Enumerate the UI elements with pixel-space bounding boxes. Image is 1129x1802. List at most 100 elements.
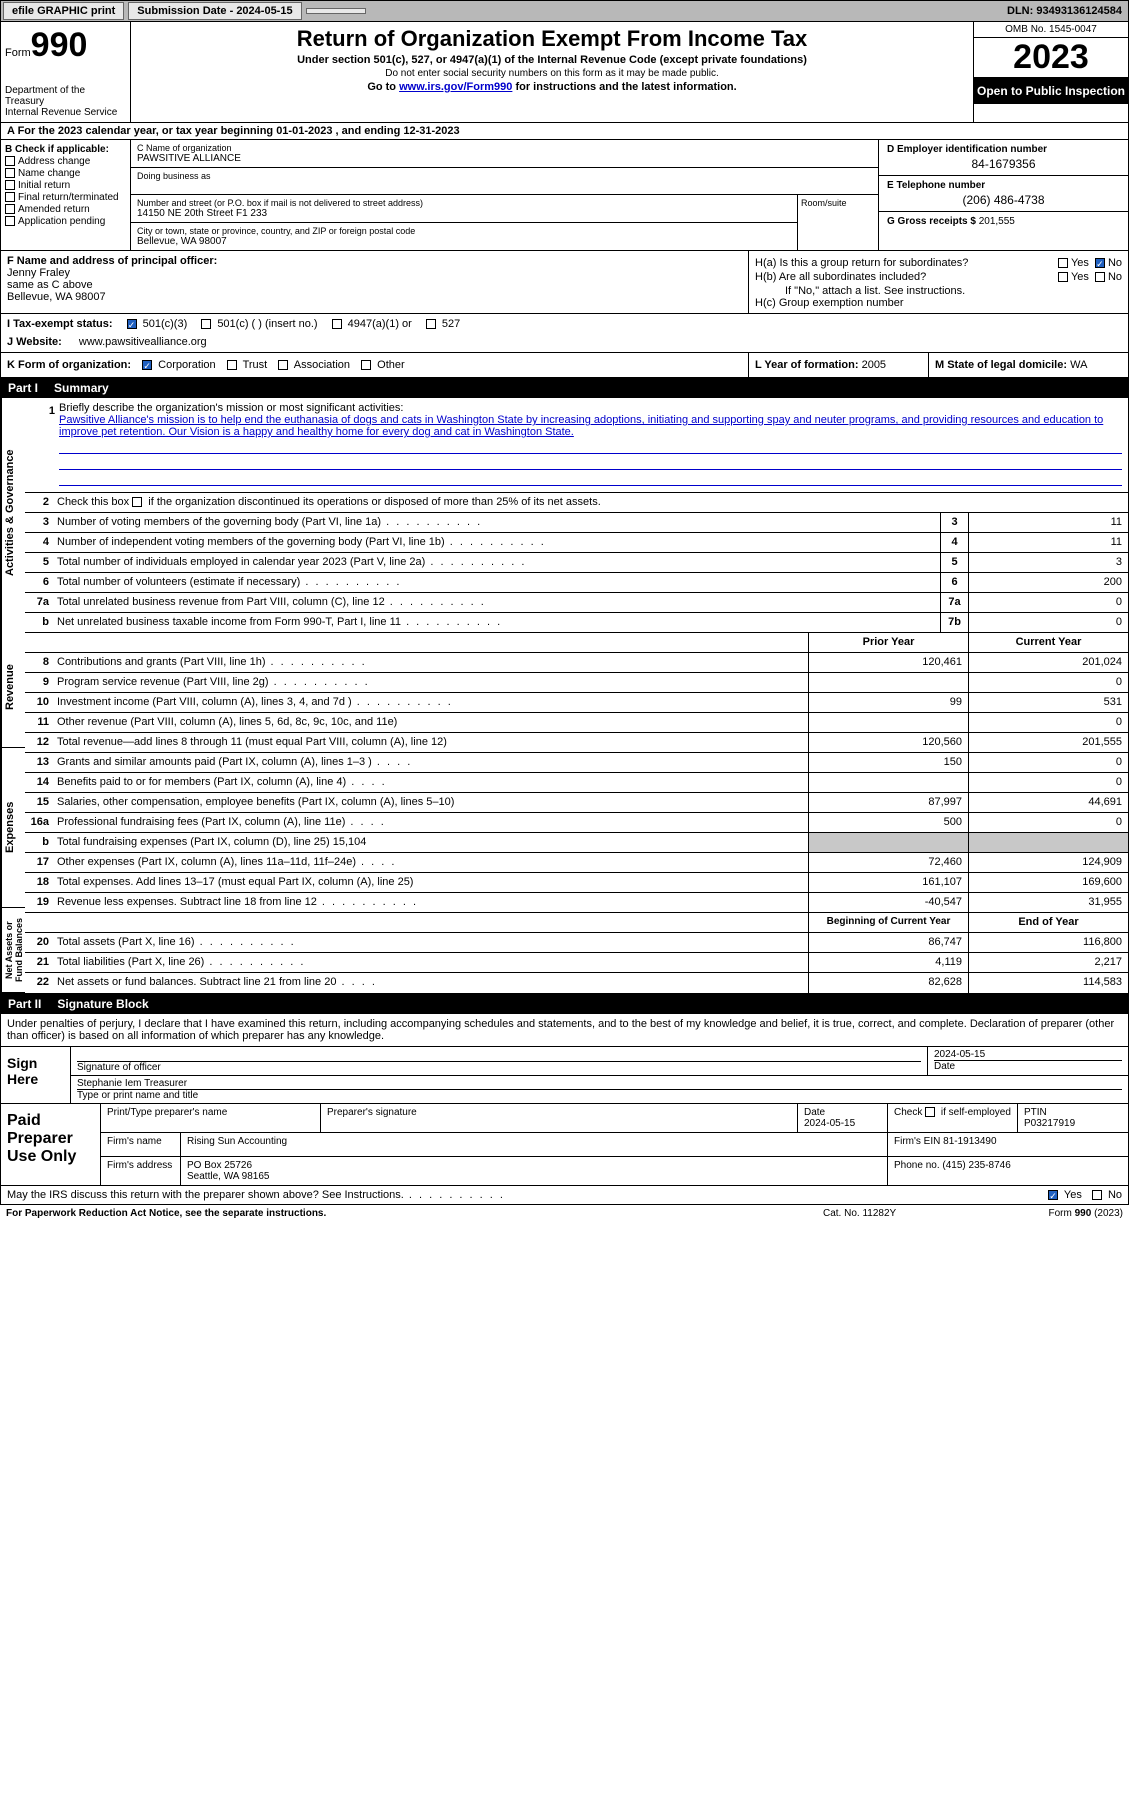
line14-current: 0	[968, 773, 1128, 792]
year-formation-label: L Year of formation:	[755, 359, 859, 371]
dept-treasury: Department of the Treasury	[5, 85, 126, 107]
firm-ein-val: 81-1913490	[943, 1136, 996, 1147]
subtitle-1: Under section 501(c), 527, or 4947(a)(1)…	[135, 54, 969, 66]
chk-name-change[interactable]	[5, 168, 15, 178]
line12-text: Total revenue—add lines 8 through 11 (mu…	[53, 733, 808, 752]
sig-date-val: 2024-05-15	[934, 1049, 1122, 1060]
line16a-text: Professional fundraising fees (Part IX, …	[53, 813, 808, 832]
chk-self-employed[interactable]	[925, 1107, 935, 1117]
chk-4947[interactable]	[332, 319, 342, 329]
line18-current: 169,600	[968, 873, 1128, 892]
principal-officer-label: F Name and address of principal officer:	[7, 255, 217, 267]
subtitle-3: Go to www.irs.gov/Form990 for instructio…	[135, 81, 969, 93]
line16a-current: 0	[968, 813, 1128, 832]
vtab-expenses: Expenses	[1, 748, 25, 908]
line18-prior: 161,107	[808, 873, 968, 892]
hb-no[interactable]	[1095, 272, 1105, 282]
dba-label: Doing business as	[137, 171, 872, 181]
chk-assoc[interactable]	[278, 360, 288, 370]
discuss-text: May the IRS discuss this return with the…	[7, 1189, 1048, 1201]
chk-501c[interactable]	[201, 319, 211, 329]
line6-text: Total number of volunteers (estimate if …	[53, 573, 940, 592]
firm-addr2: Seattle, WA 98165	[187, 1171, 881, 1182]
sig-name-val: Stephanie Iem Treasurer	[77, 1078, 1122, 1089]
website-value: www.pawsitivealliance.org	[79, 336, 207, 348]
form-title: Return of Organization Exempt From Incom…	[135, 26, 969, 52]
org-name-label: C Name of organization	[137, 143, 872, 153]
chk-discontinued[interactable]	[132, 497, 142, 507]
line8-text: Contributions and grants (Part VIII, lin…	[53, 653, 808, 672]
tax-status-label: I Tax-exempt status:	[7, 318, 113, 330]
discuss-no[interactable]	[1092, 1190, 1102, 1200]
phone-val: (415) 235-8746	[942, 1160, 1010, 1171]
prep-sig-label: Preparer's signature	[321, 1104, 798, 1132]
firm-addr-label: Firm's address	[101, 1157, 181, 1185]
part-2-header: Part II Signature Block	[0, 994, 1129, 1014]
firm-addr1: PO Box 25726	[187, 1160, 881, 1171]
footer-formno: Form 990 (2023)	[973, 1208, 1123, 1219]
line16a-prior: 500	[808, 813, 968, 832]
irs-label: Internal Revenue Service	[5, 107, 126, 118]
chk-other[interactable]	[361, 360, 371, 370]
irs-link[interactable]: www.irs.gov/Form990	[399, 81, 512, 93]
mission-text: Pawsitive Alliance's mission is to help …	[59, 414, 1122, 438]
open-public-badge: Open to Public Inspection	[974, 78, 1128, 104]
submission-button[interactable]: Submission Date - 2024-05-15	[128, 2, 301, 20]
chk-corp[interactable]	[142, 360, 152, 370]
footer-paperwork: For Paperwork Reduction Act Notice, see …	[6, 1208, 823, 1219]
line11-current: 0	[968, 713, 1128, 732]
line17-text: Other expenses (Part IX, column (A), lin…	[53, 853, 808, 872]
line5-text: Total number of individuals employed in …	[53, 553, 940, 572]
ptin-val: P03217919	[1024, 1118, 1075, 1129]
sig-name-label: Type or print name and title	[77, 1089, 1122, 1101]
chk-501c3[interactable]	[127, 319, 137, 329]
line7a-text: Total unrelated business revenue from Pa…	[53, 593, 940, 612]
form-number: 990	[31, 26, 88, 64]
line4-val: 11	[968, 533, 1128, 552]
ein-value: 84-1679356	[887, 157, 1120, 171]
line14-text: Benefits paid to or for members (Part IX…	[53, 773, 808, 792]
year-formation-val: 2005	[862, 359, 886, 371]
form-header: Form990 Department of the Treasury Inter…	[0, 22, 1129, 123]
chk-address-change[interactable]	[5, 156, 15, 166]
chk-amended[interactable]	[5, 204, 15, 214]
chk-527[interactable]	[426, 319, 436, 329]
ha-yes[interactable]	[1058, 258, 1068, 268]
line17-prior: 72,460	[808, 853, 968, 872]
hb-yes[interactable]	[1058, 272, 1068, 282]
discuss-yes[interactable]	[1048, 1190, 1058, 1200]
chk-final-return[interactable]	[5, 192, 15, 202]
room-suite: Room/suite	[798, 195, 878, 250]
line2-text: Check this box if the organization disco…	[53, 493, 1128, 512]
firm-ein-label: Firm's EIN	[894, 1136, 940, 1147]
chk-initial-return[interactable]	[5, 180, 15, 190]
ein-label: D Employer identification number	[887, 144, 1120, 155]
line20-prior: 86,747	[808, 933, 968, 952]
line10-prior: 99	[808, 693, 968, 712]
line13-prior: 150	[808, 753, 968, 772]
line7b-text: Net unrelated business taxable income fr…	[53, 613, 940, 632]
omb-number: OMB No. 1545-0047	[974, 22, 1128, 38]
gross-label: G Gross receipts $	[887, 216, 976, 227]
line20-current: 116,800	[968, 933, 1128, 952]
line13-text: Grants and similar amounts paid (Part IX…	[53, 753, 808, 772]
sig-officer-label: Signature of officer	[77, 1061, 921, 1073]
firm-name-label: Firm's name	[101, 1133, 181, 1156]
hb-note: If "No," attach a list. See instructions…	[755, 285, 1122, 297]
chk-trust[interactable]	[227, 360, 237, 370]
hc-label: H(c) Group exemption number	[755, 297, 1122, 309]
blank-button[interactable]	[306, 8, 366, 14]
current-year-header: Current Year	[968, 633, 1128, 652]
ha-no[interactable]	[1095, 258, 1105, 268]
chk-app-pending[interactable]	[5, 216, 15, 226]
prep-name-label: Print/Type preparer's name	[101, 1104, 321, 1132]
tel-value: (206) 486-4738	[887, 193, 1120, 207]
efile-button[interactable]: efile GRAPHIC print	[3, 2, 124, 20]
paid-preparer-label: Paid Preparer Use Only	[1, 1104, 101, 1185]
prep-date-val: 2024-05-15	[804, 1118, 855, 1129]
line12-current: 201,555	[968, 733, 1128, 752]
line11-text: Other revenue (Part VIII, column (A), li…	[53, 713, 808, 732]
line10-current: 531	[968, 693, 1128, 712]
line12-prior: 120,560	[808, 733, 968, 752]
vtab-activities: Activities & Governance	[1, 398, 25, 628]
